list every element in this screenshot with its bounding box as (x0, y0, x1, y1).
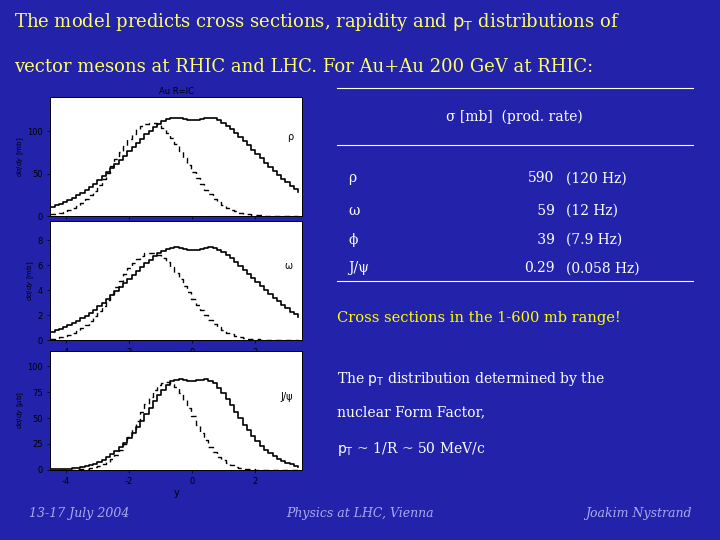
Text: J/ψ: J/ψ (348, 261, 369, 275)
Y-axis label: $d\sigma/dy$ [$\mu$b]: $d\sigma/dy$ [$\mu$b] (15, 392, 26, 429)
Text: nuclear Form Factor,: nuclear Form Factor, (337, 405, 485, 419)
Text: σ [mb]  (prod. rate): σ [mb] (prod. rate) (446, 110, 583, 124)
Text: Joakim Nystrand: Joakim Nystrand (585, 507, 691, 519)
Text: 0.29: 0.29 (524, 261, 554, 275)
Text: ρ: ρ (348, 171, 356, 185)
Text: The model predicts cross sections, rapidity and $\mathrm{p_T}$ distributions of: The model predicts cross sections, rapid… (14, 11, 621, 32)
Text: (7.9 Hz): (7.9 Hz) (566, 233, 623, 247)
Text: 590: 590 (528, 171, 554, 185)
Text: $\mathrm{p_T}$ ~ 1/R ~ 50 MeV/c: $\mathrm{p_T}$ ~ 1/R ~ 50 MeV/c (337, 440, 485, 458)
Text: ϕ: ϕ (348, 233, 358, 247)
Text: vector mesons at RHIC and LHC. For Au+Au 200 GeV at RHIC:: vector mesons at RHIC and LHC. For Au+Au… (14, 58, 594, 76)
Text: Cross sections in the 1-600 mb range!: Cross sections in the 1-600 mb range! (337, 310, 621, 325)
Text: (12 Hz): (12 Hz) (566, 204, 618, 218)
Text: Physics at LHC, Vienna: Physics at LHC, Vienna (286, 507, 434, 519)
Text: 13-17 July 2004: 13-17 July 2004 (29, 507, 129, 519)
Text: 39: 39 (533, 233, 554, 247)
Y-axis label: $d\sigma/dy$ [mb]: $d\sigma/dy$ [mb] (15, 137, 26, 177)
Text: ω: ω (285, 261, 293, 271)
Title: Au R=IC: Au R=IC (159, 87, 194, 97)
Text: 59: 59 (533, 204, 554, 218)
Text: J/ψ: J/ψ (281, 393, 293, 402)
Text: (0.058 Hz): (0.058 Hz) (566, 261, 640, 275)
Text: The $\mathrm{p_T}$ distribution determined by the: The $\mathrm{p_T}$ distribution determin… (337, 370, 605, 388)
Text: ρ: ρ (287, 132, 293, 143)
Text: (120 Hz): (120 Hz) (566, 171, 627, 185)
X-axis label: y: y (174, 488, 179, 498)
Y-axis label: $d\sigma/dy$ [mb]: $d\sigma/dy$ [mb] (25, 261, 36, 301)
Text: ω: ω (348, 204, 360, 218)
